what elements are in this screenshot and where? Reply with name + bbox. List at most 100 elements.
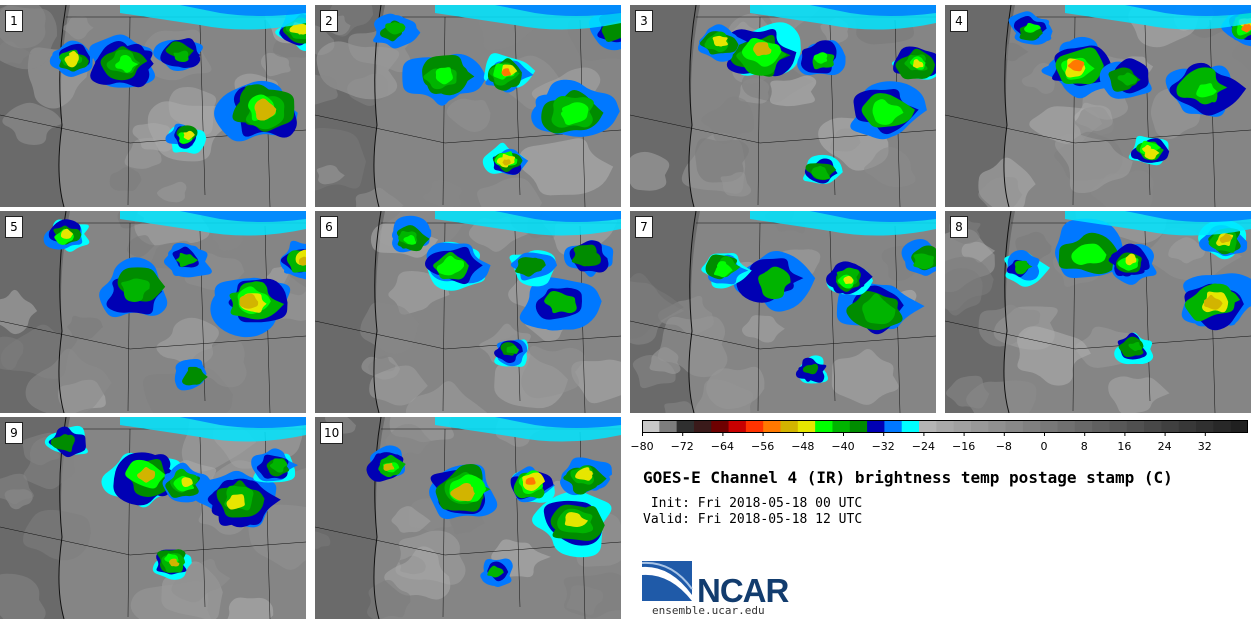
convection-cell [115, 54, 139, 73]
colorbar-swatch [884, 420, 903, 433]
state-line [630, 320, 936, 350]
colorbar-swatch [970, 420, 989, 433]
cloud-gray [831, 349, 899, 405]
colorbar-swatch [1178, 420, 1197, 433]
colorbar-tick-label: −48 [791, 440, 815, 453]
stamp-panel-8: 8 [945, 211, 1251, 413]
cloud-gray [126, 235, 155, 258]
convection-cell [457, 484, 474, 495]
stamp-panel-7: 7 [630, 211, 936, 413]
cloud-gray [22, 509, 91, 561]
convection-cell [255, 102, 274, 118]
colorbar-swatch [1213, 420, 1232, 433]
convection-cell [383, 462, 395, 471]
colorbar-swatch [1092, 420, 1111, 433]
state-line [945, 114, 1251, 144]
cloud-gray [945, 256, 994, 311]
valid-time: Valid: Fri 2018-05-18 12 UTC [643, 512, 863, 527]
colorbar-tick-label: −56 [750, 440, 775, 453]
convection-cell [298, 256, 306, 266]
satellite-map [945, 211, 1251, 413]
cloud-gray [0, 41, 32, 64]
stamp-panel-9: 9 [0, 417, 306, 619]
convection-cell [812, 165, 826, 175]
satellite-map [630, 211, 936, 413]
convection-cell [69, 50, 79, 61]
colorbar-swatch [728, 420, 747, 433]
cloud-gray [2, 102, 64, 145]
cloud-gray [864, 147, 916, 188]
convection-cell [296, 26, 306, 35]
convection-cell [506, 345, 520, 354]
colorbar-swatch [676, 420, 695, 433]
init-time: Init: Fri 2018-05-18 00 UTC [643, 496, 863, 511]
convection-cell [544, 291, 577, 314]
stamp-panel-4: 4 [945, 5, 1251, 207]
stamp-panel-3: 3 [630, 5, 936, 207]
colorbar-swatch [1196, 420, 1214, 433]
convection-cell [1203, 294, 1223, 310]
convection-cell [564, 512, 589, 528]
convection-cell [1079, 248, 1100, 263]
cloud-gray [1108, 376, 1170, 413]
ocean-area [945, 5, 1015, 207]
convection-cell [1128, 341, 1142, 352]
coastline [688, 211, 697, 413]
panel-number: 6 [320, 216, 338, 238]
colorbar-swatch [919, 420, 937, 433]
stamp-panel-10: 10 [315, 417, 621, 619]
convection-cell [176, 252, 199, 268]
convection-cell [1142, 144, 1153, 153]
cloud-gray [0, 473, 34, 505]
coastline [688, 5, 697, 207]
convection-cell [239, 293, 259, 309]
convection-cell [874, 106, 898, 124]
colorbar-tick-label: −16 [951, 440, 976, 453]
colorbar-swatch [797, 420, 816, 433]
colorbar-tick-label: 32 [1197, 440, 1212, 453]
convection-cell [226, 494, 245, 510]
cloud-gray [227, 597, 274, 619]
cloud-gray [1017, 326, 1091, 386]
colorbar-swatch [1022, 420, 1041, 433]
cloud-gray [630, 151, 670, 191]
colorbar-tick-label: 0 [1040, 440, 1048, 453]
convection-cell [435, 67, 453, 85]
cloud-gray [316, 165, 345, 185]
temperature-colorbar [642, 420, 1248, 436]
colorbar-tick-label: −32 [871, 440, 895, 453]
state-line [315, 114, 621, 144]
figure-title: GOES-E Channel 4 (IR) brightness temp po… [643, 468, 1173, 487]
cloud-gray [157, 181, 187, 203]
convection-cell [1024, 22, 1042, 33]
cloud-gray [701, 96, 755, 144]
convection-cell [487, 565, 504, 578]
convection-cell [121, 278, 150, 302]
colorbar-swatch [642, 420, 660, 433]
colorbar-tick-label: −24 [911, 440, 935, 453]
colorbar-swatch [745, 420, 764, 433]
colorbar-swatch [1005, 420, 1024, 433]
cloud-gray [521, 345, 585, 399]
convection-cell [561, 104, 587, 122]
colorbar-tick-label: 24 [1157, 440, 1172, 453]
cloud-gray [978, 304, 1041, 347]
colorbar-tick-label: −8 [995, 440, 1012, 453]
satellite-map [315, 211, 621, 413]
colorbar-swatch [867, 420, 885, 433]
cloud-gray [360, 302, 419, 354]
convection-cell [582, 251, 601, 267]
colorbar-tick-label: −40 [831, 440, 855, 453]
panel-number: 8 [950, 216, 968, 238]
colorbar-swatch [711, 420, 730, 433]
colorbar-swatch [988, 420, 1007, 433]
cloud-band [1125, 211, 1251, 222]
convection-cell [525, 477, 536, 485]
convection-cell [57, 434, 75, 449]
colorbar-swatch [953, 420, 972, 433]
convection-cell [582, 470, 593, 481]
coastline [1003, 211, 1012, 413]
convection-cell [173, 50, 189, 62]
convection-cell [813, 52, 828, 64]
convection-cell [385, 22, 406, 35]
